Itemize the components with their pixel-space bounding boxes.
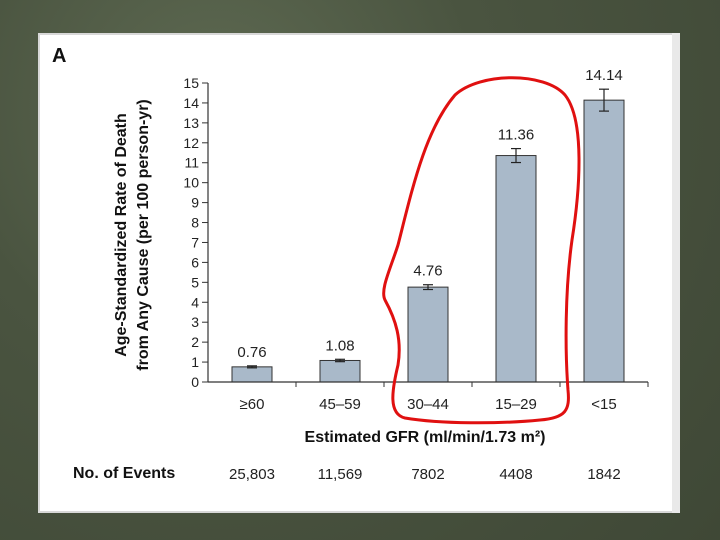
panel-label: A <box>52 45 66 67</box>
x-tick-label: 15–29 <box>495 396 537 413</box>
y-tick-label: 4 <box>191 294 199 310</box>
x-axis-title: Estimated GFR (ml/min/1.73 m²) <box>305 429 546 446</box>
y-tick-label: 11 <box>184 155 199 171</box>
data-label: 14.14 <box>585 67 623 84</box>
y-tick-label: 6 <box>191 254 199 270</box>
x-tick-label: <15 <box>591 396 616 413</box>
data-label: 11.36 <box>498 127 534 144</box>
y-axis-title-line1: Age-Standardized Rate of Death <box>113 113 130 357</box>
events-value: 25,803 <box>229 466 275 483</box>
y-tick-label: 13 <box>183 115 199 131</box>
chart-panel <box>38 33 678 513</box>
events-value: 7802 <box>411 466 444 483</box>
x-axis: ≥60 45–59 30–44 15–29 <15 <box>208 381 649 413</box>
events-value: 11,569 <box>318 466 363 483</box>
events-title: No. of Events <box>73 465 175 482</box>
bar <box>583 99 625 383</box>
y-tick-label: 10 <box>183 175 199 191</box>
y-tick-label: 5 <box>191 274 199 290</box>
bar <box>495 155 537 383</box>
x-tick-label: 30–44 <box>407 396 449 413</box>
bar <box>231 366 273 383</box>
data-label: 4.76 <box>413 263 442 280</box>
bar <box>319 359 361 383</box>
x-tick-label: ≥60 <box>240 396 265 413</box>
bar <box>407 286 449 383</box>
y-axis-title: Age-Standardized Rate of Death from Any … <box>113 99 152 370</box>
y-axis-title-line2: from Any Cause (per 100 person-yr) <box>135 99 152 370</box>
data-label: 1.08 <box>325 337 354 354</box>
y-tick-label: 1 <box>191 354 199 370</box>
events-value: 1842 <box>587 466 620 483</box>
y-tick-label: 2 <box>191 334 199 350</box>
x-tick-label: 45–59 <box>319 396 361 413</box>
y-tick-label: 15 <box>183 75 199 91</box>
y-tick-label: 3 <box>191 314 199 330</box>
events-value: 4408 <box>499 466 532 483</box>
panel-edge <box>672 33 680 513</box>
y-tick-label: 8 <box>191 215 199 231</box>
y-tick-label: 14 <box>183 95 199 111</box>
y-tick-label: 7 <box>191 234 199 250</box>
bars: 0.76 1.08 4.76 11.36 14.14 <box>231 67 625 383</box>
y-tick-label: 12 <box>183 135 199 151</box>
y-tick-label: 0 <box>191 374 199 390</box>
highlight-outline <box>382 76 581 425</box>
events-row: 25,803 11,569 7802 4408 1842 <box>229 466 621 483</box>
data-label: 0.76 <box>237 344 266 361</box>
y-tick-label: 9 <box>191 195 199 211</box>
